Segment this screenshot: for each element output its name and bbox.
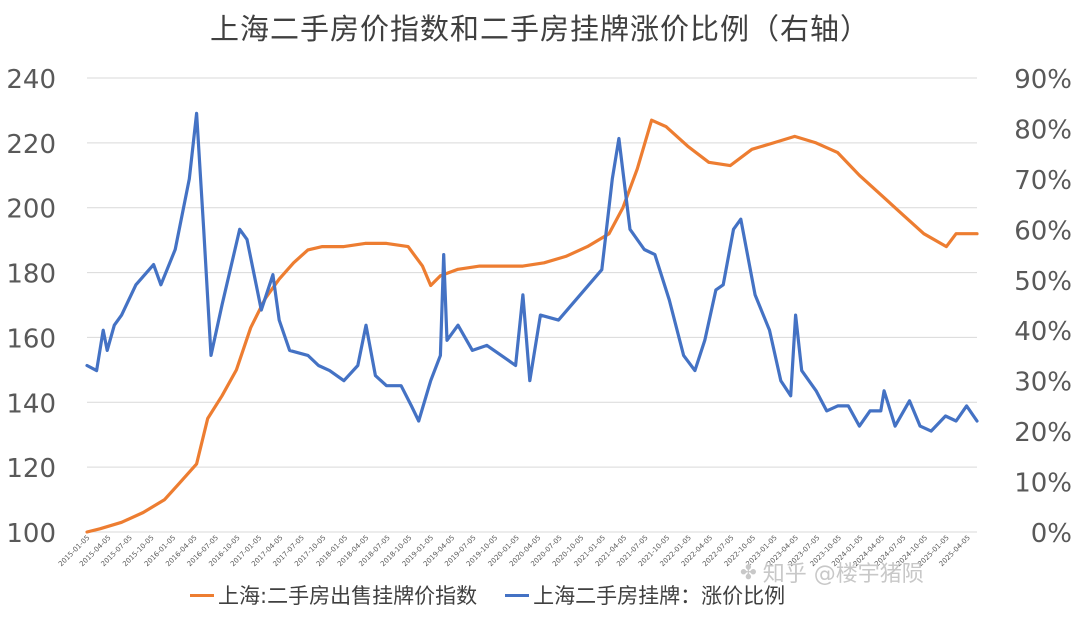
y2-tick-label: 80%: [1014, 115, 1072, 145]
y-tick-label: 240: [6, 65, 56, 95]
y2-tick-label: 20%: [1014, 418, 1072, 448]
y-tick-label: 220: [6, 130, 56, 160]
y-tick-label: 160: [6, 324, 56, 354]
legend-swatch-blue: [505, 593, 530, 597]
y2-tick-label: 40%: [1014, 317, 1072, 347]
y-tick-label: 180: [6, 260, 56, 290]
y2-tick-label: 10%: [1014, 469, 1072, 499]
y2-tick-label: 60%: [1014, 216, 1072, 246]
y2-tick-label: 30%: [1014, 368, 1072, 398]
y2-tick-label: 50%: [1014, 267, 1072, 297]
series-line-index: [85, 118, 979, 534]
y-tick-label: 100: [6, 519, 56, 549]
series-line-ratio: [85, 111, 979, 433]
y2-tick-label: 0%: [1031, 519, 1072, 549]
watermark: ✤ 知乎 @楼宇猪陨: [740, 556, 924, 588]
legend-label-ratio: 上海二手房挂牌：涨价比例: [533, 584, 786, 608]
legend-item-index: 上海:二手房出售挂牌价指数: [190, 580, 477, 610]
legend: 上海:二手房出售挂牌价指数 上海二手房挂牌：涨价比例: [190, 580, 813, 610]
y-tick-label: 120: [6, 454, 56, 484]
y2-tick-label: 90%: [1014, 65, 1072, 95]
y-tick-label: 140: [6, 389, 56, 419]
chart-title: 上海二手房价指数和二手房挂牌涨价比例（右轴）: [209, 12, 870, 46]
y2-tick-label: 70%: [1014, 166, 1072, 196]
legend-label-index: 上海:二手房出售挂牌价指数: [218, 584, 478, 608]
bird-logo-icon: ✤: [740, 560, 757, 584]
watermark-text: 知乎 @楼宇猪陨: [762, 562, 924, 587]
legend-item-ratio: 上海二手房挂牌：涨价比例: [505, 580, 785, 610]
legend-swatch-orange: [190, 593, 214, 597]
y-tick-label: 200: [6, 195, 56, 225]
